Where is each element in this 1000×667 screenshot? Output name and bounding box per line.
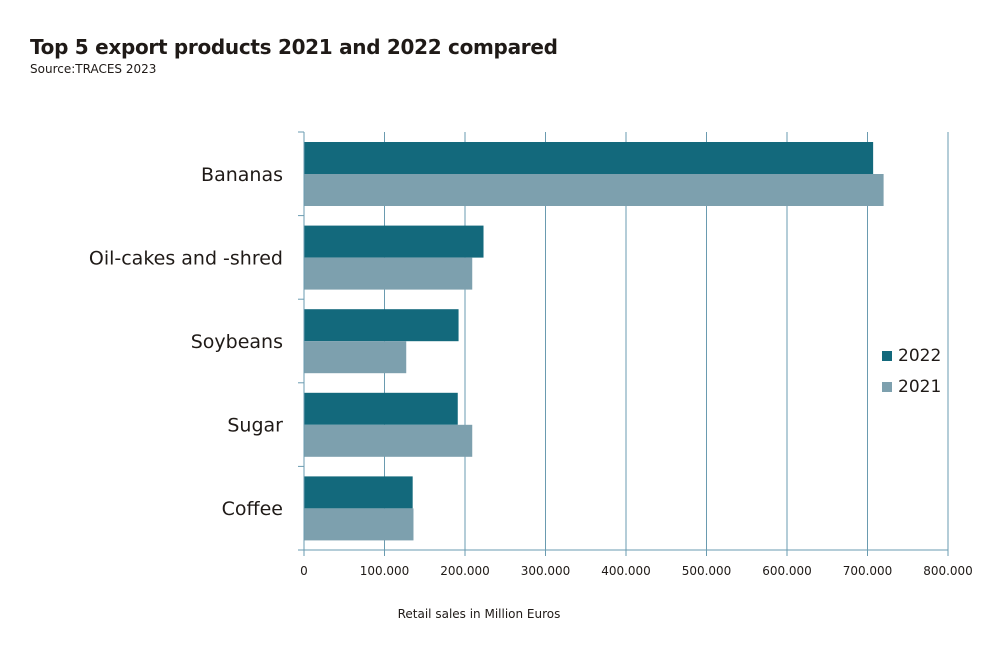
legend: 2022 2021 bbox=[882, 346, 941, 397]
x-tick-label: 200.000 bbox=[440, 564, 490, 578]
bar-2022 bbox=[304, 225, 484, 258]
x-tick-label: 300.000 bbox=[521, 564, 571, 578]
legend-label-2021: 2021 bbox=[898, 377, 941, 397]
bar-2021 bbox=[304, 341, 407, 374]
x-tick-label: 0 bbox=[300, 564, 308, 578]
chart-title: Top 5 export products 2021 and 2022 comp… bbox=[30, 35, 558, 59]
category-label: Sugar bbox=[227, 415, 283, 437]
bar-2021 bbox=[304, 424, 473, 457]
category-label: Oil-cakes and -shred bbox=[89, 247, 283, 269]
legend-swatch-2021 bbox=[882, 382, 892, 392]
x-tick-label: 600.000 bbox=[762, 564, 812, 578]
x-axis-label: Retail sales in Million Euros bbox=[398, 607, 561, 621]
bar-2021 bbox=[304, 174, 884, 206]
label-layer: 0 100.000 200.000 300.000 400.000 500.000 600.… bbox=[89, 164, 973, 578]
category-label: Coffee bbox=[222, 498, 283, 520]
x-tick-label: 500.000 bbox=[682, 564, 732, 578]
legend-swatch-2022 bbox=[882, 351, 892, 361]
bar-2021 bbox=[304, 257, 473, 290]
x-tick-label: 100.000 bbox=[360, 564, 410, 578]
category-label: Bananas bbox=[201, 164, 283, 186]
bar-2021 bbox=[304, 508, 414, 541]
bar-layer bbox=[304, 142, 884, 541]
category-label: Soybeans bbox=[191, 331, 283, 353]
x-tick-label: 700.000 bbox=[843, 564, 893, 578]
x-tick-label: 800.000 bbox=[923, 564, 973, 578]
legend-label-2022: 2022 bbox=[898, 346, 941, 366]
x-tick-label: 400.000 bbox=[601, 564, 651, 578]
bar-2022 bbox=[304, 309, 459, 342]
bar-2022 bbox=[304, 392, 458, 425]
bar-2022 bbox=[304, 142, 874, 174]
bar-2022 bbox=[304, 476, 413, 509]
axis-layer bbox=[298, 131, 949, 556]
chart-subtitle: Source:TRACES 2023 bbox=[30, 62, 157, 76]
